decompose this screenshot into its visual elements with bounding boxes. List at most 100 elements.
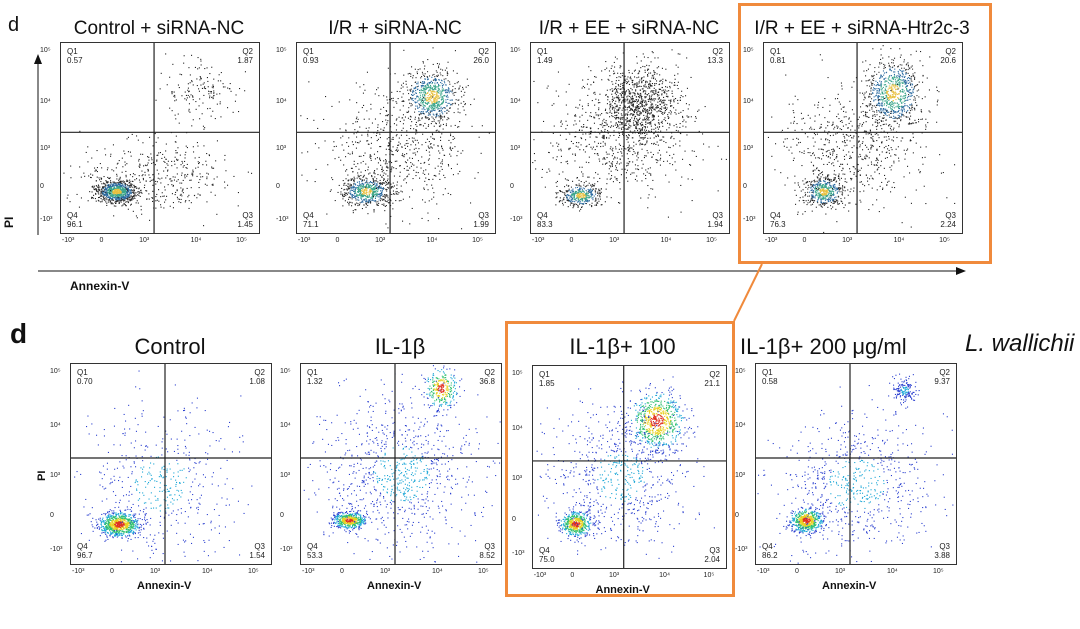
- event-dot: [136, 200, 138, 202]
- event-dot: [375, 200, 377, 202]
- event-dot: [315, 168, 317, 170]
- event-dot: [116, 192, 118, 194]
- event-dot: [598, 188, 600, 190]
- event-dot: [577, 200, 579, 202]
- event-dot: [427, 59, 429, 61]
- event-dot: [559, 134, 561, 136]
- event-dot: [313, 119, 315, 121]
- event-dot: [433, 107, 435, 109]
- event-dot: [209, 91, 211, 93]
- event-dot: [219, 93, 221, 95]
- event-dot: [377, 196, 379, 198]
- event-dot: [198, 156, 200, 158]
- event-dot: [383, 179, 385, 181]
- event-dot: [627, 82, 629, 84]
- event-dot: [443, 84, 445, 86]
- event-dot: [438, 158, 440, 160]
- event-dot: [645, 112, 647, 114]
- event-dot: [177, 84, 179, 86]
- event-dot: [441, 90, 443, 92]
- event-dot: [577, 201, 579, 203]
- event-dot: [644, 108, 646, 110]
- event-dot: [377, 201, 379, 203]
- event-dot: [640, 85, 642, 87]
- event-dot: [195, 101, 197, 103]
- event-dot: [571, 197, 573, 199]
- event-dot: [354, 197, 356, 199]
- event-dot: [632, 84, 634, 86]
- event-dot: [354, 183, 356, 185]
- event-dot: [360, 188, 362, 190]
- quadrant-percent: 26.0: [473, 56, 489, 65]
- event-dot: [622, 52, 624, 54]
- event-dot: [91, 196, 93, 198]
- event-dot: [160, 204, 162, 206]
- event-dot: [366, 182, 368, 184]
- event-dot: [127, 208, 129, 210]
- event-dot: [184, 175, 186, 177]
- event-dot: [358, 191, 360, 193]
- event-dot: [661, 83, 663, 85]
- event-dot: [655, 98, 657, 100]
- event-dot: [573, 198, 575, 200]
- event-dot: [573, 194, 575, 196]
- event-dot: [438, 103, 440, 105]
- event-dot: [574, 195, 576, 197]
- event-dot: [382, 187, 384, 189]
- event-dot: [676, 126, 678, 128]
- event-dot: [616, 178, 618, 180]
- x-tick-label: 10³: [139, 237, 150, 244]
- event-dot: [200, 78, 202, 80]
- event-dot: [584, 186, 586, 188]
- event-dot: [441, 111, 443, 113]
- event-dot: [439, 108, 441, 110]
- event-dot: [446, 96, 448, 98]
- event-dot: [442, 98, 444, 100]
- event-dot: [641, 143, 643, 145]
- event-dot: [380, 146, 382, 148]
- event-dot: [423, 96, 425, 98]
- event-dot: [370, 186, 372, 188]
- event-dot: [381, 203, 383, 205]
- event-dot: [400, 190, 402, 192]
- event-dot: [122, 190, 124, 192]
- event-dot: [363, 204, 365, 206]
- event-dot: [636, 113, 638, 115]
- event-dot: [381, 168, 383, 170]
- event-dot: [644, 119, 646, 121]
- event-dot: [663, 107, 665, 109]
- event-dot: [117, 200, 119, 202]
- event-dot: [353, 133, 355, 135]
- event-dot: [353, 191, 355, 193]
- event-dot: [107, 194, 109, 196]
- event-dot: [433, 103, 435, 105]
- event-dot: [127, 194, 129, 196]
- event-dot: [595, 193, 597, 195]
- event-dot: [585, 198, 587, 200]
- event-dot: [363, 194, 365, 196]
- event-dot: [210, 191, 212, 193]
- event-dot: [144, 164, 146, 166]
- event-dot: [630, 76, 632, 78]
- event-dot: [426, 108, 428, 110]
- event-dot: [125, 183, 127, 185]
- event-dot: [162, 153, 164, 155]
- event-dot: [244, 90, 246, 92]
- event-dot: [360, 184, 362, 186]
- event-dot: [374, 176, 376, 178]
- event-dot: [636, 112, 638, 114]
- event-dot: [428, 118, 430, 120]
- event-dot: [306, 180, 308, 182]
- event-dot: [448, 87, 450, 89]
- event-dot: [180, 198, 182, 200]
- event-dot: [387, 183, 389, 185]
- event-dot: [103, 182, 105, 184]
- event-dot: [650, 112, 652, 114]
- event-dot: [404, 161, 406, 163]
- event-dot: [651, 85, 653, 87]
- event-dot: [668, 90, 670, 92]
- event-dot: [386, 124, 388, 126]
- event-dot: [431, 76, 433, 78]
- event-dot: [447, 73, 449, 75]
- event-dot: [93, 188, 95, 190]
